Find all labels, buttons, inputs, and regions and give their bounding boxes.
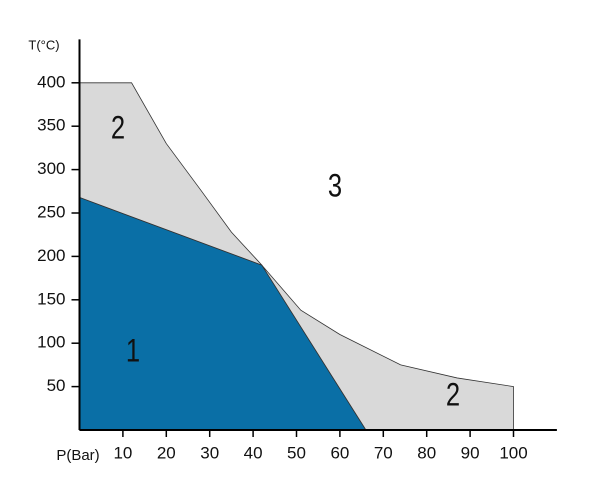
y-tick-label: 350 <box>37 116 65 135</box>
x-tick-label: 50 <box>287 443 306 462</box>
x-tick-label: 80 <box>417 443 436 462</box>
x-tick-label: 20 <box>157 443 176 462</box>
y-tick-label: 250 <box>37 202 65 221</box>
x-tick-label: 40 <box>244 443 263 462</box>
region-label: 1 <box>126 334 140 369</box>
y-tick-label: 50 <box>47 376 66 395</box>
y-tick-label: 150 <box>37 289 65 308</box>
x-tick-label: 70 <box>374 443 393 462</box>
region-label: 3 <box>328 169 342 204</box>
y-tick-label: 300 <box>37 159 65 178</box>
x-tick-label: 90 <box>461 443 480 462</box>
y-tick-label: 100 <box>37 333 65 352</box>
y-tick-label: 400 <box>37 72 65 91</box>
y-tick-label: 200 <box>37 246 65 265</box>
region <box>79 82 263 266</box>
region-label: 2 <box>446 378 460 413</box>
x-axis-label: P(Bar) <box>56 447 99 464</box>
x-tick-label: 100 <box>499 443 527 462</box>
region-label: 2 <box>111 111 125 146</box>
x-tick-label: 10 <box>113 443 132 462</box>
y-axis-label: T(°C) <box>28 37 59 52</box>
x-tick-label: 30 <box>200 443 219 462</box>
x-tick-label: 60 <box>330 443 349 462</box>
